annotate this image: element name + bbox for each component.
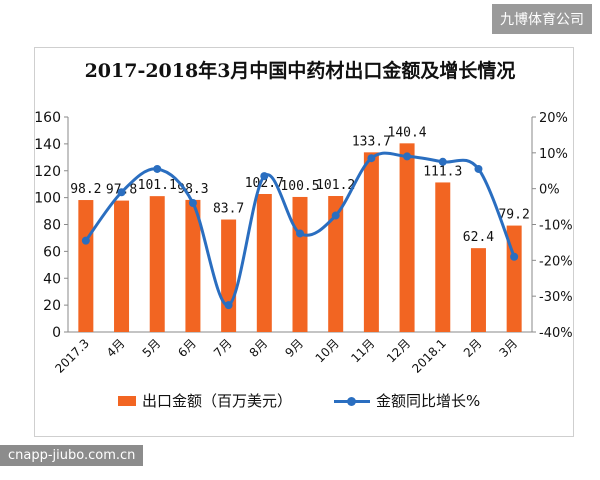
bar-data-label: 111.3 bbox=[423, 164, 462, 179]
y-left-tick-label: 140 bbox=[34, 137, 61, 153]
chart-legend: 出口金额（百万美元） 金额同比增长% bbox=[118, 390, 538, 414]
y-left-tick-label: 20 bbox=[43, 298, 61, 314]
y-left-tick-label: 160 bbox=[34, 110, 61, 126]
legend-label-export-amount: 出口金额（百万美元） bbox=[142, 392, 293, 410]
growth-point bbox=[403, 152, 412, 161]
bar-data-label: 133.7 bbox=[352, 134, 391, 149]
growth-point bbox=[224, 301, 233, 310]
bar-export-amount bbox=[328, 196, 344, 332]
bar-export-amount bbox=[149, 196, 165, 332]
bar-export-amount bbox=[221, 219, 237, 332]
y-right-tick-label: 10% bbox=[539, 147, 568, 162]
x-tick-label: 3月 bbox=[496, 336, 520, 360]
growth-point bbox=[438, 157, 447, 166]
growth-point bbox=[331, 211, 340, 220]
bar-export-amount bbox=[399, 143, 415, 332]
legend-label-growth: 金额同比增长% bbox=[376, 392, 481, 410]
x-tick-label: 2月 bbox=[461, 336, 485, 360]
x-tick-label: 4月 bbox=[104, 336, 128, 360]
growth-point bbox=[367, 154, 376, 163]
growth-point bbox=[510, 252, 519, 261]
y-right-tick-label: -10% bbox=[539, 219, 573, 234]
y-right-tick-label: 20% bbox=[539, 111, 568, 126]
bar-export-amount bbox=[292, 196, 308, 332]
bar-data-label: 100.5 bbox=[280, 179, 319, 194]
x-tick-label: 5月 bbox=[140, 336, 164, 360]
y-right-tick-label: 0% bbox=[539, 183, 560, 198]
bar-export-amount bbox=[256, 193, 272, 332]
x-tick-label: 11月 bbox=[348, 336, 377, 365]
legend-item-export-amount: 出口金额（百万美元） bbox=[118, 390, 292, 411]
y-right-tick-label: -20% bbox=[539, 254, 573, 269]
growth-point bbox=[260, 172, 269, 181]
bar-export-amount bbox=[435, 182, 451, 332]
y-right-tick-label: -30% bbox=[539, 290, 573, 305]
bar-data-label: 101.2 bbox=[316, 178, 355, 193]
bar-export-amount bbox=[114, 200, 130, 332]
watermark-badge: 九博体育公司 bbox=[492, 4, 592, 34]
x-tick-label: 2017.3 bbox=[52, 336, 92, 376]
growth-point bbox=[474, 164, 483, 173]
growth-point bbox=[81, 236, 90, 245]
bar-export-amount bbox=[506, 225, 522, 332]
growth-point bbox=[153, 164, 162, 173]
bar-data-label: 101.1 bbox=[138, 178, 177, 193]
legend-line-swatch bbox=[334, 394, 370, 408]
growth-point bbox=[296, 229, 304, 238]
x-tick-label: 6月 bbox=[175, 336, 199, 360]
bar-data-label: 98.3 bbox=[177, 182, 208, 197]
y-left-tick-label: 40 bbox=[43, 271, 61, 287]
bar-export-amount bbox=[78, 200, 94, 332]
y-left-tick-label: 0 bbox=[52, 325, 61, 341]
y-right-tick-label: -40% bbox=[539, 326, 573, 341]
bar-export-amount bbox=[185, 199, 201, 332]
legend-bar-swatch bbox=[118, 395, 136, 406]
bar-data-label: 79.2 bbox=[498, 208, 529, 223]
y-left-tick-label: 120 bbox=[34, 164, 61, 180]
y-left-tick-label: 100 bbox=[34, 191, 61, 207]
watermark-url: cnapp-jiubo.com.cn bbox=[0, 445, 144, 466]
x-tick-label: 7月 bbox=[211, 336, 235, 360]
x-tick-label: 2018.1 bbox=[409, 336, 449, 376]
legend-item-growth: 金额同比增长% bbox=[334, 390, 480, 411]
x-tick-label: 12月 bbox=[384, 336, 413, 365]
y-left-tick-label: 80 bbox=[43, 218, 61, 234]
y-left-tick-label: 60 bbox=[43, 244, 61, 260]
bar-export-amount bbox=[363, 152, 379, 332]
bar-data-label: 83.7 bbox=[213, 202, 244, 217]
x-tick-label: 8月 bbox=[247, 336, 271, 360]
bar-data-label: 62.4 bbox=[463, 230, 494, 245]
bar-data-label: 98.2 bbox=[70, 182, 101, 197]
growth-point bbox=[117, 188, 126, 197]
x-tick-label: 10月 bbox=[313, 336, 342, 365]
growth-point bbox=[188, 199, 197, 207]
bar-export-amount bbox=[470, 248, 486, 332]
x-tick-label: 9月 bbox=[282, 336, 306, 360]
chart-title: 2017-2018年3月中国中药材出口金额及增长情况 bbox=[84, 60, 516, 82]
bar-data-label: 140.4 bbox=[388, 125, 427, 140]
